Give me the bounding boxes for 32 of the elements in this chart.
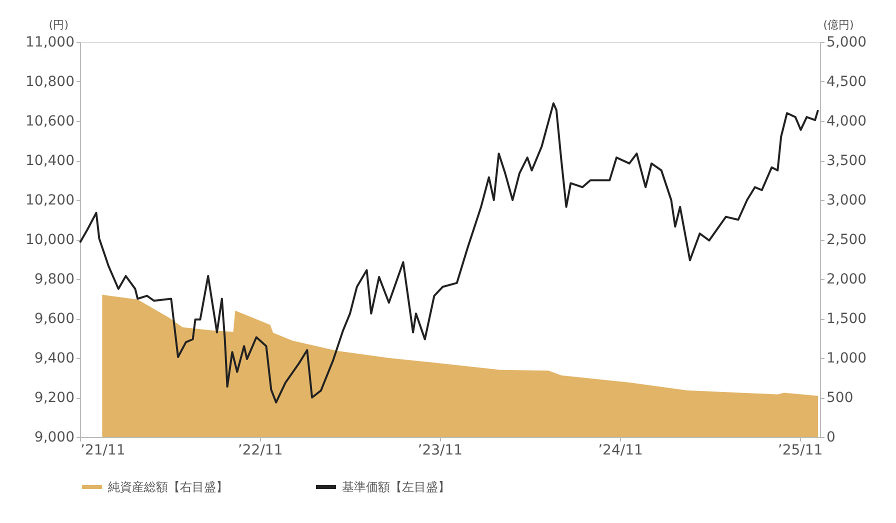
y-tick-label: 10,200 — [26, 192, 74, 208]
legend-label: 純資産総額【右目盛】 — [108, 480, 228, 494]
y-tick-label: 9,800 — [34, 272, 74, 288]
y2-tick-label: 4,500 — [826, 74, 867, 90]
y2-tick-label: 4,000 — [826, 114, 867, 130]
y-tick-label: 11,000 — [26, 34, 74, 50]
y2-tick-label: 0 — [826, 430, 836, 446]
y2-tick-label: 1,000 — [826, 350, 867, 366]
line-series — [79, 102, 820, 404]
y2-tick-label: 5,000 — [826, 34, 867, 50]
y-tick-label: 9,200 — [34, 390, 74, 406]
x-tick-label: ’21/11 — [80, 442, 126, 458]
x-tick-label: ’22/11 — [238, 442, 283, 458]
y2-tick-label: 2,000 — [826, 272, 867, 288]
y-tick-label: 10,600 — [26, 114, 74, 130]
y-tick-label: 10,800 — [26, 74, 74, 90]
y-axis-title: (円) — [48, 18, 68, 32]
y2-tick-label: 2,500 — [826, 232, 867, 248]
y2-axis-title: (億円) — [823, 18, 854, 32]
legend-label: 基準価額【左目盛】 — [342, 480, 450, 494]
y2-tick-label: 3,500 — [826, 153, 867, 169]
x-tick-label: ’25/11 — [778, 442, 823, 458]
y-tick-label: 9,600 — [34, 311, 74, 327]
y2-tick-label: 3,000 — [826, 192, 867, 208]
y2-tick-label: 1,500 — [826, 311, 867, 327]
y-tick-label: 9,000 — [34, 430, 74, 446]
x-tick-label: ’23/11 — [418, 442, 463, 458]
y-tick-label: 9,400 — [34, 350, 74, 366]
y2-tick-label: 500 — [826, 390, 854, 406]
x-tick-label: ’24/11 — [598, 442, 643, 458]
y-tick-label: 10,400 — [26, 153, 74, 169]
y-tick-label: 10,000 — [26, 232, 74, 248]
